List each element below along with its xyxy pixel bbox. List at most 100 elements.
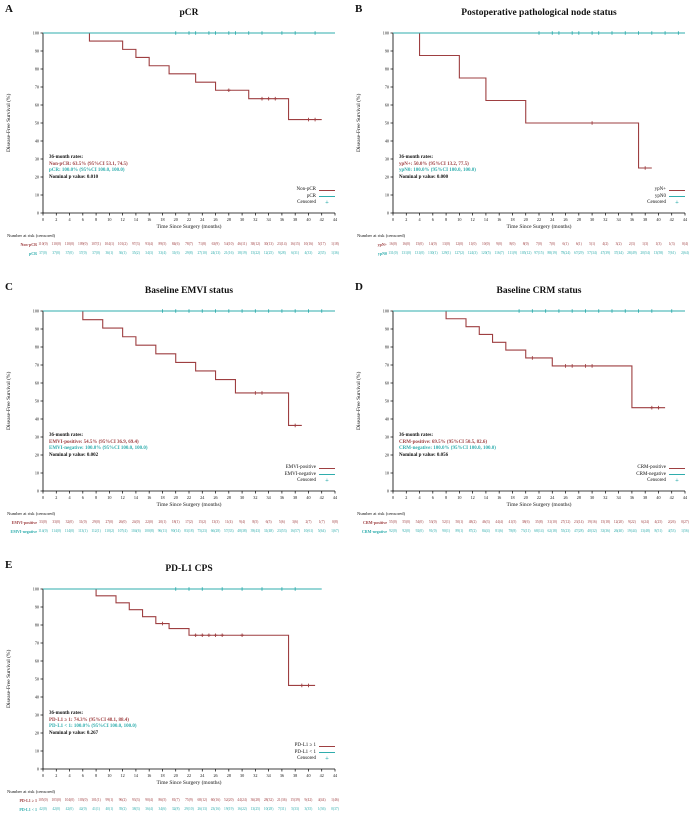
legend-entry-group1: ypN+ [655,187,685,194]
svg-text:32: 32 [253,495,257,500]
legend-label-group2: pCR [306,193,316,199]
legend-entry-group2: PD-L1 < 1 [295,750,335,757]
risk-count: 110(0) [38,242,48,246]
svg-text:14: 14 [134,773,139,778]
risk-count: 44(24) [237,798,247,802]
svg-text:2: 2 [405,217,407,222]
risk-count: 90(4) [145,798,154,802]
km-panel-c: C Baseline EMVI status Disease-Free Surv… [3,281,349,559]
svg-text:12: 12 [471,495,475,500]
legend-line-group2-icon [319,196,335,198]
svg-text:20: 20 [524,217,528,222]
svg-text:60: 60 [35,381,39,386]
panel-title: Baseline CRM status [496,286,582,296]
risk-count: 34(6) [158,807,167,811]
legend-label-censored: Censored [647,478,666,484]
km-plot: 0 2 4 6 8 10 12 14 16 18 20 22 24 26 28 30 32 34 36 38 40 42 4… [3,583,349,783]
svg-text:100: 100 [383,31,389,36]
risk-count: 81(6) [495,529,504,533]
risk-count: 87(2) [468,529,477,533]
svg-text:80: 80 [385,67,389,72]
svg-text:4: 4 [68,773,71,778]
risk-count: 26(13) [197,807,208,811]
svg-text:0: 0 [37,211,39,216]
svg-text:6: 6 [432,217,434,222]
risk-row-label: CRM-negative [361,529,387,534]
risk-count: 52(20) [224,798,234,802]
svg-text:8: 8 [95,217,97,222]
svg-text:100: 100 [33,31,39,36]
risk-count: 5(1) [589,242,596,246]
svg-text:16: 16 [147,773,151,778]
svg-text:8: 8 [95,773,97,778]
risk-row-group2: PD-L1 < 1 42(0) 42(0) 42(0) 42(0) 41(1) 40(1)… [3,807,349,815]
risk-count: 96(11) [157,529,168,533]
risk-count: 55(23) [560,529,571,533]
legend: EMVI-positive EMVI-negative Censored + [285,465,335,485]
svg-text:10: 10 [35,193,39,198]
svg-text:12: 12 [121,217,125,222]
risk-count: 5(6) [278,520,285,524]
risk-count: 1(46) [331,798,339,802]
svg-text:10: 10 [385,471,389,476]
km-plot: 0 2 4 6 8 10 12 14 16 18 20 22 24 26 28 30 32 34 36 38 40 42 4… [3,305,349,505]
risk-row-group2: ypN0 131(0) 131(0) 131(0) 130(1) 129(1) 127(2… [353,251,699,259]
rate-group2: PD-L1 < 1: 100.0% (95%CI 100.0, 100.0) [49,724,137,729]
svg-text:20: 20 [385,175,389,180]
risk-count: 31(0) [78,520,87,524]
svg-text:28: 28 [577,217,581,222]
risk-count: 37(0) [65,251,74,255]
svg-text:42: 42 [320,495,324,500]
rate-group1: CRM-positive: 69.5% (95%CI 50.5, 82.6) [399,439,488,445]
risk-count: 89(1) [455,529,464,533]
svg-text:16: 16 [497,495,501,500]
risk-count: 48(2) [468,520,477,524]
svg-text:60: 60 [35,659,39,664]
svg-text:90: 90 [35,605,39,610]
risk-count: 83(18) [184,529,194,533]
svg-text:40: 40 [656,495,660,500]
risk-count: 3(6) [292,520,299,524]
legend-line-group2-icon [319,474,335,476]
risk-count: 111(9) [507,251,518,255]
svg-text:50: 50 [385,121,389,126]
risk-count: 68(12) [197,798,208,802]
svg-text:50: 50 [385,399,389,404]
legend-entry-censored: Censored + [647,477,685,485]
risk-count: 93(3) [132,798,140,802]
risk-count: 67(29) [574,251,584,255]
km-plot: 0 2 4 6 8 10 12 14 16 18 20 22 24 26 28 30 32 34 36 38 40 42 4… [353,27,699,227]
legend: PD-L1 ≥ 1 PD-L1 < 1 Censored + [295,743,335,763]
risk-count: 109(0) [78,242,88,246]
risk-count: 11(0) [468,242,477,246]
svg-text:8: 8 [445,495,447,500]
svg-text:0: 0 [392,495,394,500]
rates-box: 36-month rates: ypN+: 50.0% (95%CI 13.2,… [399,155,476,181]
rates-box: 36-month rates: EMVI-positive: 54.5% (95… [49,433,148,459]
svg-text:0: 0 [42,495,44,500]
svg-text:24: 24 [200,217,205,222]
risk-row-group1: EMVI-positive 33(0) 33(0) 32(0) 31(0) 29(0) 2… [3,520,349,528]
svg-text:4: 4 [68,495,71,500]
risk-count: 4(33) [304,251,313,255]
svg-text:30: 30 [590,495,594,500]
risk-count: 36(1) [118,251,127,255]
risk-count: 114(0) [51,529,61,533]
risk-count: 28(49) [627,251,637,255]
svg-text:44: 44 [333,217,338,222]
svg-text:2: 2 [55,495,57,500]
risk-count: 2(3) [628,242,635,246]
svg-text:60: 60 [385,103,389,108]
risk-count: 41(5) [508,520,517,524]
svg-text:28: 28 [227,773,231,778]
risk-count: 90(1) [442,529,450,533]
svg-text:18: 18 [510,495,514,500]
svg-text:26: 26 [213,495,217,500]
risk-row-group1: CRM-positive 55(0) 55(0) 54(0) 53(0) 52(1) 50… [353,520,699,528]
svg-text:38: 38 [293,495,297,500]
risk-count: 7(0) [549,242,556,246]
risk-count: 131(0) [414,251,425,255]
rate-group2: pCR: 100.0% (95%CI 100.0, 100.0) [49,168,125,173]
risk-count: 37(0) [52,251,61,255]
